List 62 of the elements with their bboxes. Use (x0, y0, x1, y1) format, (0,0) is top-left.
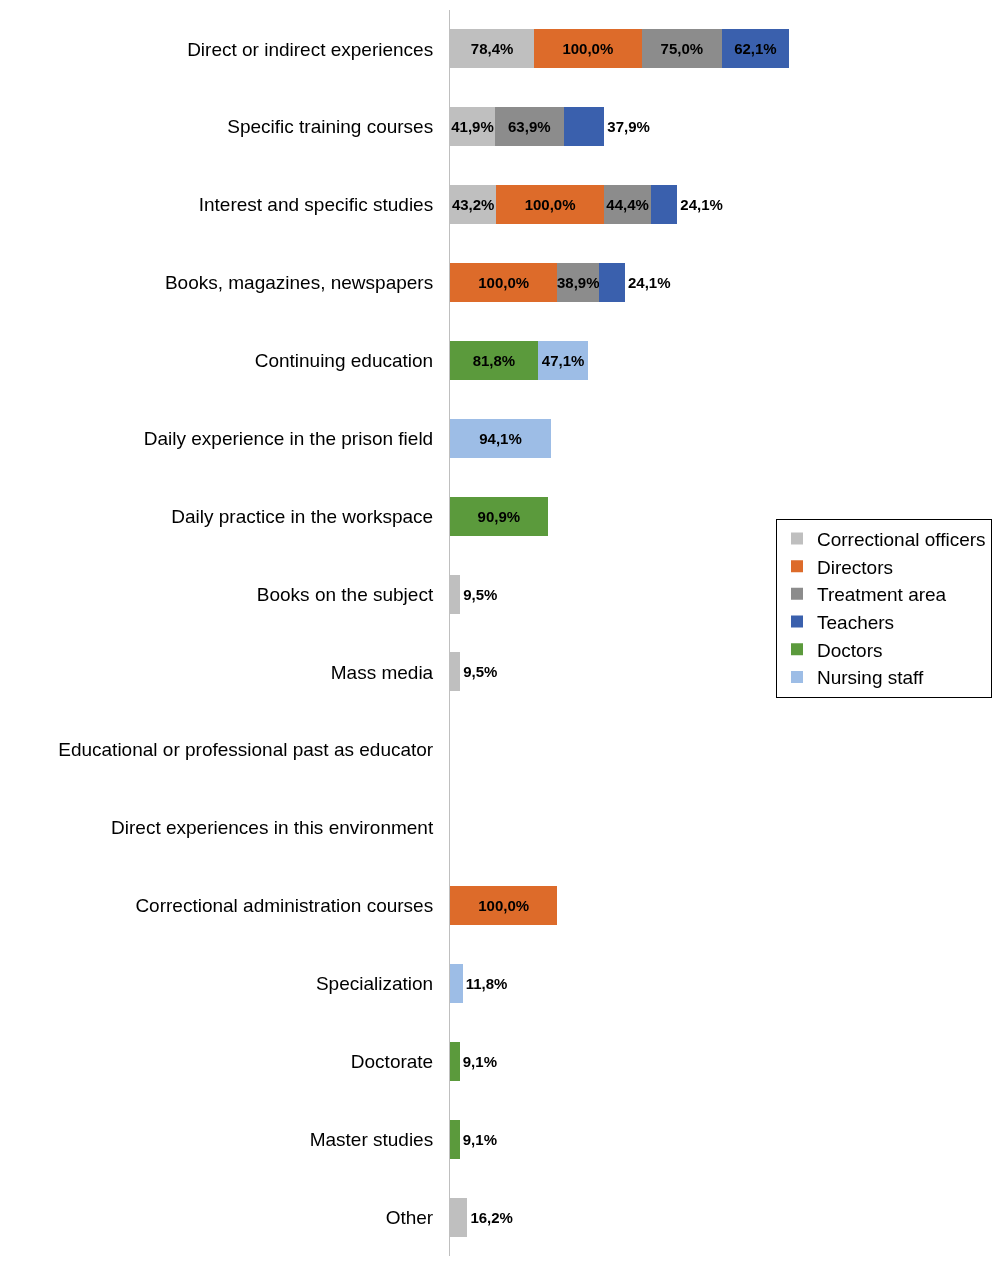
data-label: 9,1% (462, 1052, 497, 1070)
data-label: 78,4% (470, 40, 514, 58)
bar (450, 886, 558, 926)
data-label: 16,2% (470, 1208, 513, 1226)
y-tick-label: Correctional administration courses (135, 895, 434, 917)
data-label: 100,0% (524, 196, 576, 214)
data-label: 11,8% (465, 974, 508, 992)
data-label: 38,9% (556, 274, 600, 292)
data-label: 9,5% (463, 585, 498, 603)
data-label: 100,0% (478, 274, 530, 292)
y-tick-label: Master studies (309, 1128, 434, 1150)
bar (651, 185, 678, 225)
y-tick-label: Books, magazines, newspapers (164, 272, 434, 294)
data-label: 63,9% (508, 118, 551, 136)
y-tick-label: Other (385, 1206, 434, 1228)
data-label: 9,1% (462, 1130, 497, 1148)
data-label: 47,1% (541, 351, 585, 369)
bar (722, 29, 789, 69)
y-tick-label: Specialization (315, 973, 434, 995)
bar (450, 263, 558, 303)
bar (450, 1119, 460, 1159)
y-tick-label: Daily practice in the workspace (171, 505, 434, 527)
bar (496, 185, 604, 225)
legend-label: Treatment area (817, 584, 947, 606)
data-label: 37,9% (607, 118, 650, 136)
data-label: 41,9% (451, 118, 494, 136)
bar (450, 1041, 460, 1081)
data-label: 94,1% (479, 429, 522, 447)
data-label: 43,2% (451, 196, 495, 214)
y-tick-label: Educational or professional past as educator (58, 739, 434, 761)
bar (450, 340, 538, 380)
data-label: 81,8% (472, 351, 516, 369)
y-tick-label: Doctorate (350, 1050, 434, 1072)
data-label: 90,9% (477, 507, 521, 525)
y-tick-label: Books on the subject (256, 583, 434, 605)
y-tick-label: Direct or indirect experiences (187, 38, 434, 60)
data-label: 9,5% (463, 663, 498, 681)
legend-label: Correctional officers (817, 528, 986, 550)
y-tick-label: Direct experiences in this environment (111, 817, 434, 839)
bar (641, 29, 723, 69)
data-label: 62,1% (734, 40, 777, 58)
data-label: 44,4% (606, 196, 649, 214)
bar (450, 963, 463, 1003)
y-tick-label: Interest and specific studies (198, 194, 434, 216)
bar (563, 107, 605, 147)
data-label: 24,1% (680, 196, 723, 214)
bar (599, 263, 626, 303)
legend-label: Teachers (817, 611, 895, 633)
y-tick-label: Daily experience in the prison field (143, 427, 434, 449)
bar (534, 29, 642, 69)
data-label: 24,1% (628, 274, 671, 292)
legend-label: Directors (817, 556, 894, 578)
y-tick-label: Specific training courses (227, 116, 434, 138)
bar (450, 418, 552, 458)
legend-label: Doctors (817, 639, 883, 661)
y-tick-label: Mass media (330, 661, 434, 683)
data-label: 75,0% (660, 40, 704, 58)
data-label: 100,0% (562, 40, 614, 58)
y-tick-label: Continuing education (254, 350, 434, 372)
data-label: 100,0% (478, 897, 530, 915)
legend-label: Nursing staff (817, 667, 925, 689)
bar (450, 496, 548, 536)
